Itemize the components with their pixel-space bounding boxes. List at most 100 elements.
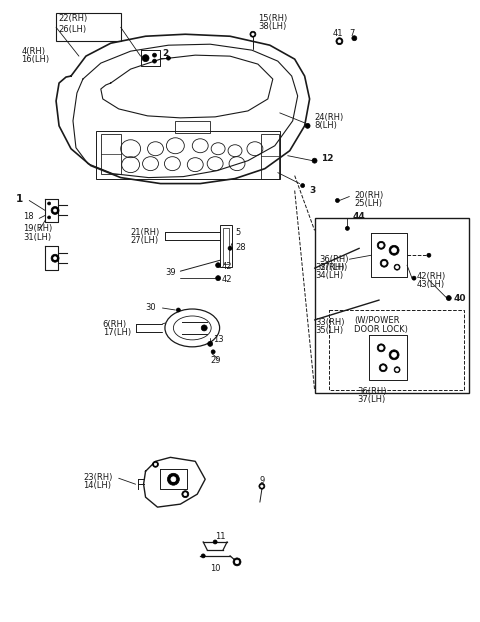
Circle shape [412, 276, 416, 280]
Text: 14(LH): 14(LH) [83, 481, 111, 490]
Text: 43(LH): 43(LH) [417, 280, 445, 289]
Text: 42: 42 [222, 262, 233, 271]
Text: 32(RH): 32(RH) [315, 263, 345, 272]
Text: 6(RH): 6(RH) [103, 320, 127, 329]
Circle shape [208, 341, 213, 346]
Circle shape [389, 245, 399, 255]
Circle shape [184, 493, 187, 496]
Circle shape [392, 352, 396, 357]
Circle shape [213, 540, 217, 544]
Text: 13: 13 [213, 335, 224, 344]
Circle shape [379, 364, 387, 372]
Circle shape [261, 485, 263, 488]
Text: 27(LH): 27(LH) [131, 236, 159, 245]
Circle shape [352, 35, 357, 40]
Text: 37(LH): 37(LH) [357, 394, 385, 404]
Circle shape [171, 476, 176, 481]
Circle shape [252, 33, 254, 35]
Text: 16(LH): 16(LH) [21, 55, 49, 64]
Circle shape [216, 262, 221, 267]
Circle shape [216, 276, 221, 281]
Circle shape [446, 295, 451, 300]
Circle shape [201, 554, 205, 558]
Text: 42: 42 [222, 275, 233, 284]
Text: 36(RH): 36(RH) [357, 387, 387, 396]
Text: 2: 2 [162, 49, 168, 58]
Bar [56, 13, 120, 41]
Text: 4(RH): 4(RH) [21, 47, 45, 56]
Text: 44: 44 [352, 213, 365, 221]
Circle shape [346, 226, 349, 230]
Text: 38(LH): 38(LH) [258, 22, 286, 31]
Circle shape [228, 246, 232, 250]
Text: 34(LH): 34(LH) [315, 271, 344, 280]
Circle shape [377, 344, 385, 352]
Circle shape [54, 209, 57, 212]
Text: 17(LH): 17(LH) [103, 328, 131, 337]
Text: 12: 12 [322, 154, 334, 163]
Text: 24(RH): 24(RH) [314, 113, 344, 122]
Circle shape [54, 257, 57, 260]
Circle shape [201, 325, 207, 331]
Circle shape [382, 261, 386, 265]
Circle shape [48, 202, 50, 205]
Text: 21(RH): 21(RH) [131, 228, 160, 238]
Bar [223, 228, 229, 264]
Circle shape [300, 183, 305, 188]
Circle shape [51, 207, 59, 215]
Circle shape [394, 367, 400, 373]
Text: 23(RH): 23(RH) [83, 473, 112, 482]
Circle shape [233, 558, 241, 566]
Circle shape [305, 123, 310, 128]
Text: 40: 40 [454, 294, 466, 302]
Text: 41: 41 [333, 29, 343, 39]
Text: 31(LH): 31(LH) [23, 233, 51, 242]
Text: 8(LH): 8(LH) [314, 121, 337, 130]
Circle shape [336, 198, 339, 203]
Circle shape [396, 368, 398, 371]
Text: 33(RH): 33(RH) [315, 318, 345, 327]
Circle shape [51, 254, 59, 262]
Text: 22(RH)
26(LH): 22(RH) 26(LH) [58, 14, 87, 34]
Circle shape [211, 350, 215, 354]
Bar [220, 225, 232, 267]
Text: (W/POWER: (W/POWER [354, 316, 400, 325]
Circle shape [153, 462, 158, 467]
Circle shape [379, 346, 383, 350]
Circle shape [250, 31, 256, 37]
Circle shape [338, 40, 341, 43]
Text: 19(RH): 19(RH) [23, 224, 52, 233]
Text: 10: 10 [210, 564, 220, 573]
Circle shape [312, 158, 317, 163]
Text: 11: 11 [215, 532, 226, 541]
Circle shape [381, 366, 385, 369]
Circle shape [394, 264, 400, 270]
Bar [329, 310, 464, 389]
Text: 7: 7 [349, 29, 355, 39]
Bar [314, 218, 468, 392]
Circle shape [154, 463, 156, 465]
Circle shape [380, 259, 388, 267]
Circle shape [427, 253, 431, 258]
Circle shape [336, 38, 343, 45]
Text: 28: 28 [235, 243, 246, 253]
Bar [96, 131, 280, 179]
Text: 18: 18 [23, 212, 34, 221]
Text: 15(RH): 15(RH) [258, 14, 287, 24]
Text: DOOR LOCK): DOOR LOCK) [354, 325, 408, 334]
Text: 29: 29 [210, 356, 221, 364]
Circle shape [176, 308, 180, 312]
Circle shape [259, 483, 265, 489]
Text: 9: 9 [259, 476, 264, 485]
Text: 35(LH): 35(LH) [315, 326, 344, 335]
Circle shape [153, 53, 156, 57]
Circle shape [153, 59, 156, 63]
Circle shape [396, 266, 398, 269]
Text: 5: 5 [235, 228, 240, 238]
Circle shape [379, 243, 383, 248]
Circle shape [182, 491, 189, 498]
Text: 3: 3 [310, 186, 316, 195]
Text: 39: 39 [166, 268, 176, 277]
Text: 30: 30 [145, 303, 156, 312]
Circle shape [168, 473, 180, 485]
